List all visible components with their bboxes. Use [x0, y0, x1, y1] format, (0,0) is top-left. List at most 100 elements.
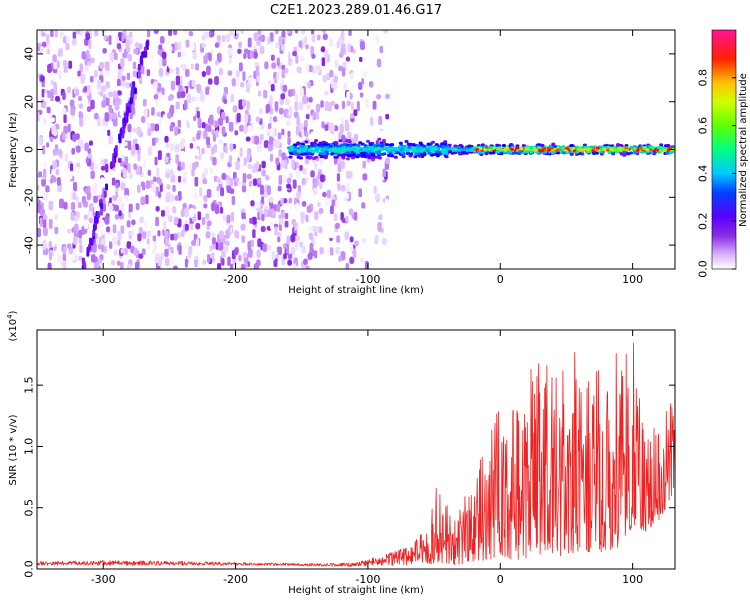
spectrogram-cell	[50, 117, 55, 123]
spectrogram-cell	[94, 195, 98, 203]
spectrogram-cell	[100, 219, 105, 228]
spectrogram-cell	[362, 173, 368, 181]
spectrogram-cell	[125, 81, 130, 89]
spectrogram-cell	[167, 95, 173, 102]
x-tick-label: -300	[91, 573, 116, 586]
spectrogram-cell	[180, 209, 185, 217]
spectrogram-cell	[499, 152, 504, 156]
spectrogram-cell	[197, 161, 202, 170]
spectrogram-cell	[135, 143, 139, 151]
spectrogram-cell	[309, 64, 313, 73]
spectrogram-cell	[263, 140, 269, 149]
spectrogram-cell	[355, 155, 360, 159]
spectrogram-cell	[571, 146, 576, 150]
y-tick-label: 1.0	[23, 438, 36, 456]
spectrogram-cell	[323, 49, 329, 59]
spectrogram-cell	[379, 45, 384, 54]
spectrogram-cell	[48, 218, 53, 229]
spectrogram-cell	[663, 144, 668, 148]
spectrogram-cell	[117, 189, 123, 198]
spectrogram-cell	[320, 144, 325, 148]
spectrogram-cell	[191, 239, 196, 247]
spectrogram-cell	[109, 112, 114, 120]
spectrogram-cell	[164, 230, 169, 239]
spectrogram-cell	[190, 111, 196, 117]
spectrogram-cell	[236, 112, 241, 123]
spectrogram-cell	[78, 95, 83, 102]
spectrogram-cell	[105, 183, 109, 191]
spectrogram-cell	[585, 148, 590, 152]
spectrogram-cell	[124, 248, 128, 255]
spectrogram-cell	[139, 216, 144, 224]
spectrogram-cell	[101, 85, 106, 92]
spectrogram-cell	[264, 208, 268, 218]
spectrogram-cell	[612, 145, 617, 149]
spectrogram-cell	[67, 86, 71, 94]
spectrogram-cell	[515, 146, 520, 150]
spectrogram-cell	[126, 135, 130, 141]
spectrogram-cell	[227, 47, 233, 56]
spectrogram-cell	[385, 93, 390, 100]
spectrogram-cell	[175, 66, 180, 75]
spectrogram-cell	[334, 59, 339, 68]
spectrogram-cell	[407, 145, 412, 149]
spectrogram-cell	[162, 57, 167, 67]
spectrogram-cell	[367, 156, 372, 160]
spectrogram-cell	[251, 165, 256, 173]
spectrogram-cell	[361, 154, 366, 158]
spectrogram-cell	[153, 241, 157, 251]
spectrogram-cell	[77, 202, 82, 209]
spectrogram-cell	[104, 215, 110, 225]
spectrogram-cell	[189, 142, 194, 149]
spectrogram-cell	[311, 53, 316, 59]
spectrogram-cell	[350, 72, 354, 80]
spectrogram-cell	[304, 140, 309, 144]
spectrogram-cell	[329, 123, 335, 132]
spectrogram-cell	[114, 204, 119, 212]
spectrogram-cell	[179, 76, 183, 86]
spectrogram-cell	[157, 49, 162, 55]
spectrogram-cell	[137, 233, 142, 242]
spectrogram-cell	[229, 143, 234, 152]
spectrogram-cell	[208, 30, 214, 38]
spectrogram-cell	[277, 231, 282, 238]
spectrogram-cell	[42, 161, 47, 168]
spectrogram-cell	[289, 151, 294, 155]
spectrogram-cell	[290, 234, 296, 243]
spectrogram-cell	[322, 30, 327, 34]
spectrogram-cell	[280, 197, 284, 205]
spectrogram-cell	[546, 148, 551, 152]
spectrogram-cell	[372, 100, 377, 110]
spectrogram-cell	[348, 144, 353, 148]
spectrogram-cell	[665, 148, 670, 152]
spectrogram-cell	[41, 178, 46, 187]
spectrogram-cell	[202, 259, 207, 265]
spectrogram-cell	[191, 79, 196, 87]
spectrogram-cell	[195, 148, 199, 157]
spectrogram-cell	[70, 211, 75, 221]
spectrogram-cell	[345, 151, 350, 155]
spectrogram-cell	[365, 98, 369, 108]
spectrogram-cell	[264, 191, 268, 198]
spectrogram-cell	[252, 229, 256, 239]
spectrogram-cell	[201, 147, 205, 155]
spectrogram-cell	[79, 244, 83, 253]
spectrogram-cell	[42, 30, 48, 33]
spectrogram-cell	[396, 151, 401, 155]
colorbar-gradient	[711, 29, 737, 270]
spectrogram-cell	[234, 130, 239, 136]
spectrogram-cell	[331, 147, 336, 151]
snr-frame	[36, 329, 676, 570]
spectrogram-cell	[125, 109, 129, 117]
spectrogram-cell	[84, 142, 89, 152]
spectrogram-cell	[480, 143, 485, 147]
spectrogram-cell	[142, 160, 147, 169]
spectrogram-cell	[90, 99, 95, 110]
spectrogram-cell	[48, 200, 54, 211]
spectrogram-cell	[246, 261, 251, 267]
spectrogram-cell	[153, 81, 158, 90]
spectrogram-cell	[375, 234, 379, 242]
spectrogram-cell	[371, 153, 376, 157]
spectrogram-cell	[247, 37, 252, 48]
spectrogram-cell	[37, 184, 40, 191]
